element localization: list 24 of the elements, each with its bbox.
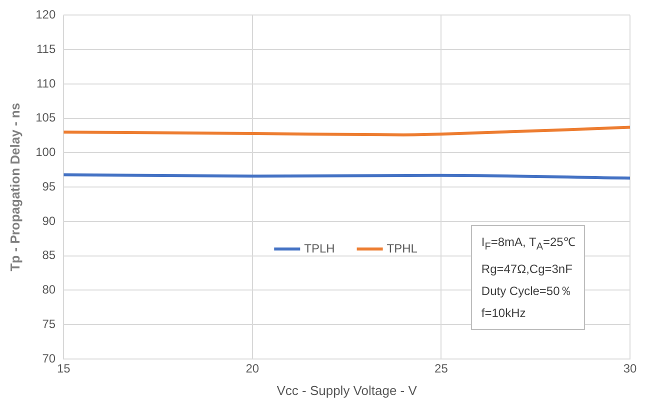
y-tick-label: 70 [42,351,56,366]
y-axis-title: Tp - Propagation Delay - ns [7,102,22,272]
x-tick-label: 25 [434,362,448,376]
legend-label: TPLH [304,241,335,256]
x-tick-label: 30 [623,362,637,376]
y-tick-label: 90 [42,214,56,228]
y-tick-label: 105 [36,110,56,125]
y-tick-label: 80 [42,282,56,297]
annotation: I$_{F}$=8mA, T$_{A}$=25℃ [481,234,576,254]
y-tick-label: 95 [42,179,56,194]
annotation: Duty Cycle=50％ [481,283,573,300]
x-axis-title: Vcc - Supply Voltage - V [276,382,418,398]
line-series [64,126,630,136]
y-tick-label: 85 [42,248,56,262]
y-tick-label: 110 [36,76,56,90]
legend-label: TPHL [386,241,418,256]
annotation: Rg=47Ω,Cg=3nF [481,261,574,278]
y-tick-label: 115 [36,42,56,56]
annotation: f=10kHz [481,305,527,322]
x-tick-label: 15 [56,362,71,376]
y-tick-label: 100 [36,145,56,160]
x-tick-label: 20 [246,362,260,376]
y-tick-label: 120 [36,8,56,22]
y-tick-label: 75 [42,316,56,331]
